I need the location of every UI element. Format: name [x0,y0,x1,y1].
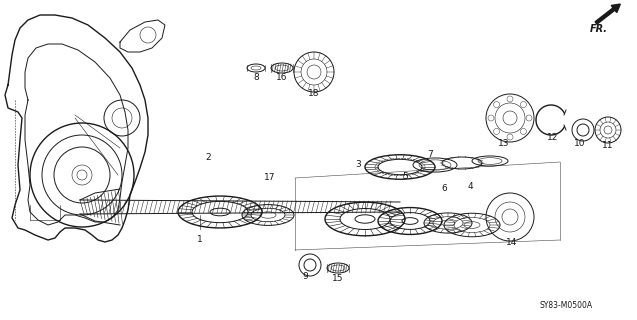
Text: 14: 14 [506,238,518,247]
Text: 6: 6 [441,184,447,193]
Text: 3: 3 [355,160,361,169]
Text: SY83-M0500A: SY83-M0500A [540,301,593,310]
Text: 5: 5 [402,172,408,181]
Text: 16: 16 [276,73,288,82]
Text: 10: 10 [574,139,586,148]
Text: 7: 7 [427,150,433,159]
Text: 17: 17 [264,173,276,182]
Text: 15: 15 [333,274,344,283]
Text: 11: 11 [602,141,614,150]
Text: 1: 1 [197,235,203,244]
Text: FR.: FR. [590,24,608,34]
Text: 2: 2 [205,153,211,162]
FancyArrow shape [595,4,620,24]
Text: 9: 9 [302,272,308,281]
Text: 13: 13 [498,139,510,148]
Text: 4: 4 [467,182,473,191]
Text: 8: 8 [253,73,259,82]
Text: 18: 18 [308,89,320,98]
Text: 12: 12 [547,133,559,142]
